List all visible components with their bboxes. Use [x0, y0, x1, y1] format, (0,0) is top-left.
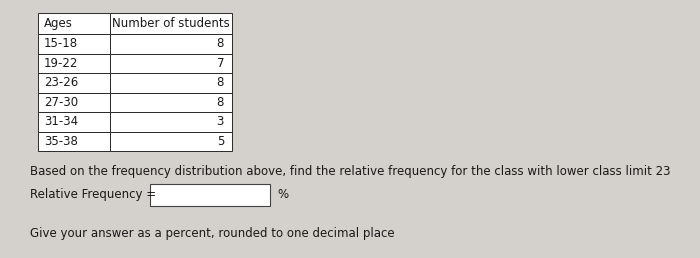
- Text: 8: 8: [216, 96, 224, 109]
- Bar: [150, 184, 270, 206]
- Text: 35-38: 35-38: [44, 135, 78, 148]
- Bar: [110, 34, 232, 53]
- Bar: [110, 93, 232, 112]
- Bar: [38, 13, 110, 34]
- Bar: [38, 132, 110, 151]
- Text: 19-22: 19-22: [44, 57, 78, 70]
- Text: Ages: Ages: [44, 17, 73, 30]
- Text: Number of students: Number of students: [112, 17, 230, 30]
- Text: 23-26: 23-26: [44, 76, 78, 89]
- Bar: [110, 13, 232, 34]
- Text: 3: 3: [216, 115, 224, 128]
- Text: 15-18: 15-18: [44, 37, 78, 50]
- Text: Give your answer as a percent, rounded to one decimal place: Give your answer as a percent, rounded t…: [30, 227, 395, 240]
- Bar: [38, 112, 110, 132]
- Text: 31-34: 31-34: [44, 115, 78, 128]
- Text: 27-30: 27-30: [44, 96, 78, 109]
- Text: Based on the frequency distribution above, find the relative frequency for the c: Based on the frequency distribution abov…: [30, 165, 671, 178]
- Bar: [110, 112, 232, 132]
- Text: 8: 8: [216, 37, 224, 50]
- Text: %: %: [277, 189, 288, 201]
- Bar: [110, 53, 232, 73]
- Bar: [110, 132, 232, 151]
- Bar: [38, 53, 110, 73]
- Bar: [38, 73, 110, 93]
- Text: 5: 5: [216, 135, 224, 148]
- Text: Relative Frequency =: Relative Frequency =: [30, 189, 156, 201]
- Bar: [110, 73, 232, 93]
- Bar: [38, 93, 110, 112]
- Text: 8: 8: [216, 76, 224, 89]
- Text: 7: 7: [216, 57, 224, 70]
- Bar: [38, 34, 110, 53]
